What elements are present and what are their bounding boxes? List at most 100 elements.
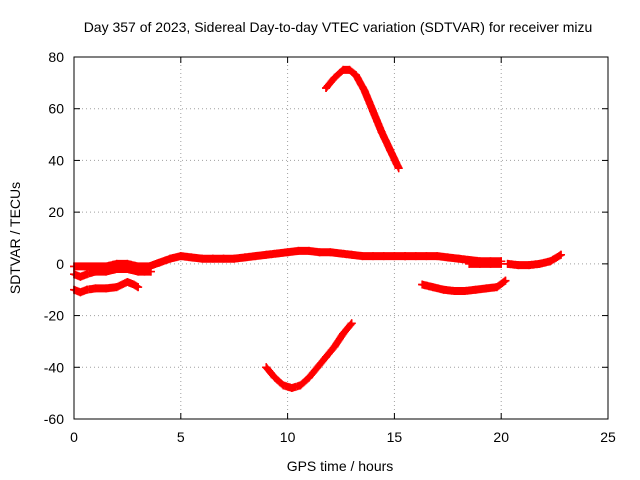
data-point [428, 283, 437, 292]
series-arc-late-lower [465, 259, 506, 268]
data-point [322, 84, 331, 93]
data-point [390, 252, 399, 261]
data-point [270, 373, 279, 382]
data-point [251, 252, 260, 261]
x-axis-ticks: 0 5 10 15 20 25 [70, 57, 616, 445]
x-tick-label: 5 [177, 429, 185, 445]
y-tick-label: 40 [48, 152, 64, 168]
y-tick-label: -20 [44, 308, 64, 324]
data-point [501, 276, 510, 285]
data-point [296, 381, 305, 390]
data-point [454, 254, 463, 263]
data-point [187, 253, 196, 262]
x-tick-label: 10 [280, 429, 296, 445]
data-point [345, 65, 354, 74]
data-point [272, 249, 281, 258]
x-tick-label: 0 [70, 429, 78, 445]
data-point [439, 285, 448, 294]
data-point [294, 246, 303, 255]
data-point [198, 254, 207, 263]
data-point [304, 246, 313, 255]
data-point [482, 284, 491, 293]
data-point [279, 381, 288, 390]
data-point [326, 248, 335, 257]
gridlines [74, 57, 608, 419]
data-point [262, 250, 271, 259]
y-tick-label: 0 [56, 256, 64, 272]
data-point [369, 252, 378, 261]
data-point [82, 285, 91, 294]
data-point [112, 265, 121, 274]
x-axis-label: GPS time / hours [287, 458, 394, 474]
data-point [492, 283, 501, 292]
data-point [347, 250, 356, 259]
data-point [503, 259, 512, 268]
series-arc-low [262, 319, 356, 392]
data-point [524, 261, 533, 270]
data-point [287, 383, 296, 392]
x-tick-label: 25 [600, 429, 616, 445]
data-point [360, 86, 369, 95]
data-point [450, 287, 459, 296]
data-point [123, 265, 132, 274]
data-point [411, 252, 420, 261]
data-point [351, 71, 360, 80]
y-tick-label: 60 [48, 101, 64, 117]
data-point [155, 258, 164, 267]
data-point [337, 249, 345, 258]
y-tick-label: 80 [48, 49, 64, 65]
data-point [82, 270, 91, 279]
y-tick-label: -60 [44, 411, 64, 427]
y-tick-label: 20 [48, 204, 64, 220]
y-axis-label: SDTVAR / TECUs [7, 182, 23, 294]
data-point [91, 267, 100, 276]
series-arc-end [503, 250, 566, 270]
data-point [230, 254, 239, 263]
data-point [123, 277, 132, 286]
data-point [475, 259, 484, 268]
series-arc-high [322, 65, 403, 173]
x-tick-label: 20 [493, 429, 509, 445]
data-point [535, 259, 544, 268]
data-point [330, 73, 339, 82]
chart-title: Day 357 of 2023, Sidereal Day-to-day VTE… [84, 19, 593, 35]
y-tick-label: -40 [44, 359, 64, 375]
data-point [418, 280, 427, 289]
data-point [146, 267, 155, 276]
data-point [339, 329, 348, 338]
data-point [557, 250, 566, 259]
y-axis-ticks: -60 -40 -20 0 20 40 60 80 [44, 49, 608, 427]
data-point [313, 363, 322, 372]
data-point [443, 253, 452, 262]
data-point [322, 352, 331, 361]
data-point [514, 261, 523, 270]
data-point [129, 280, 138, 289]
data-point [546, 257, 555, 266]
data-point [112, 283, 121, 292]
data-point [262, 363, 271, 372]
data-point [102, 284, 111, 293]
data-point [471, 285, 480, 294]
data-point [433, 252, 442, 261]
series-arc-early-lower [70, 265, 155, 281]
data-point [208, 254, 217, 263]
data-point [401, 252, 410, 261]
x-tick-label: 15 [387, 429, 403, 445]
data-point [358, 252, 367, 261]
data-point [386, 146, 395, 155]
data-point [379, 252, 388, 261]
data-point [176, 252, 185, 261]
data-point [91, 284, 100, 293]
series-arc-neg-10 [418, 276, 510, 296]
data-point [304, 373, 313, 382]
data-point [330, 342, 339, 351]
data-point [219, 254, 228, 263]
data-point [240, 253, 249, 262]
data-point [369, 107, 378, 116]
data-point [283, 248, 292, 257]
data-point [76, 272, 85, 281]
data-point [394, 164, 403, 173]
data-point [377, 127, 386, 136]
